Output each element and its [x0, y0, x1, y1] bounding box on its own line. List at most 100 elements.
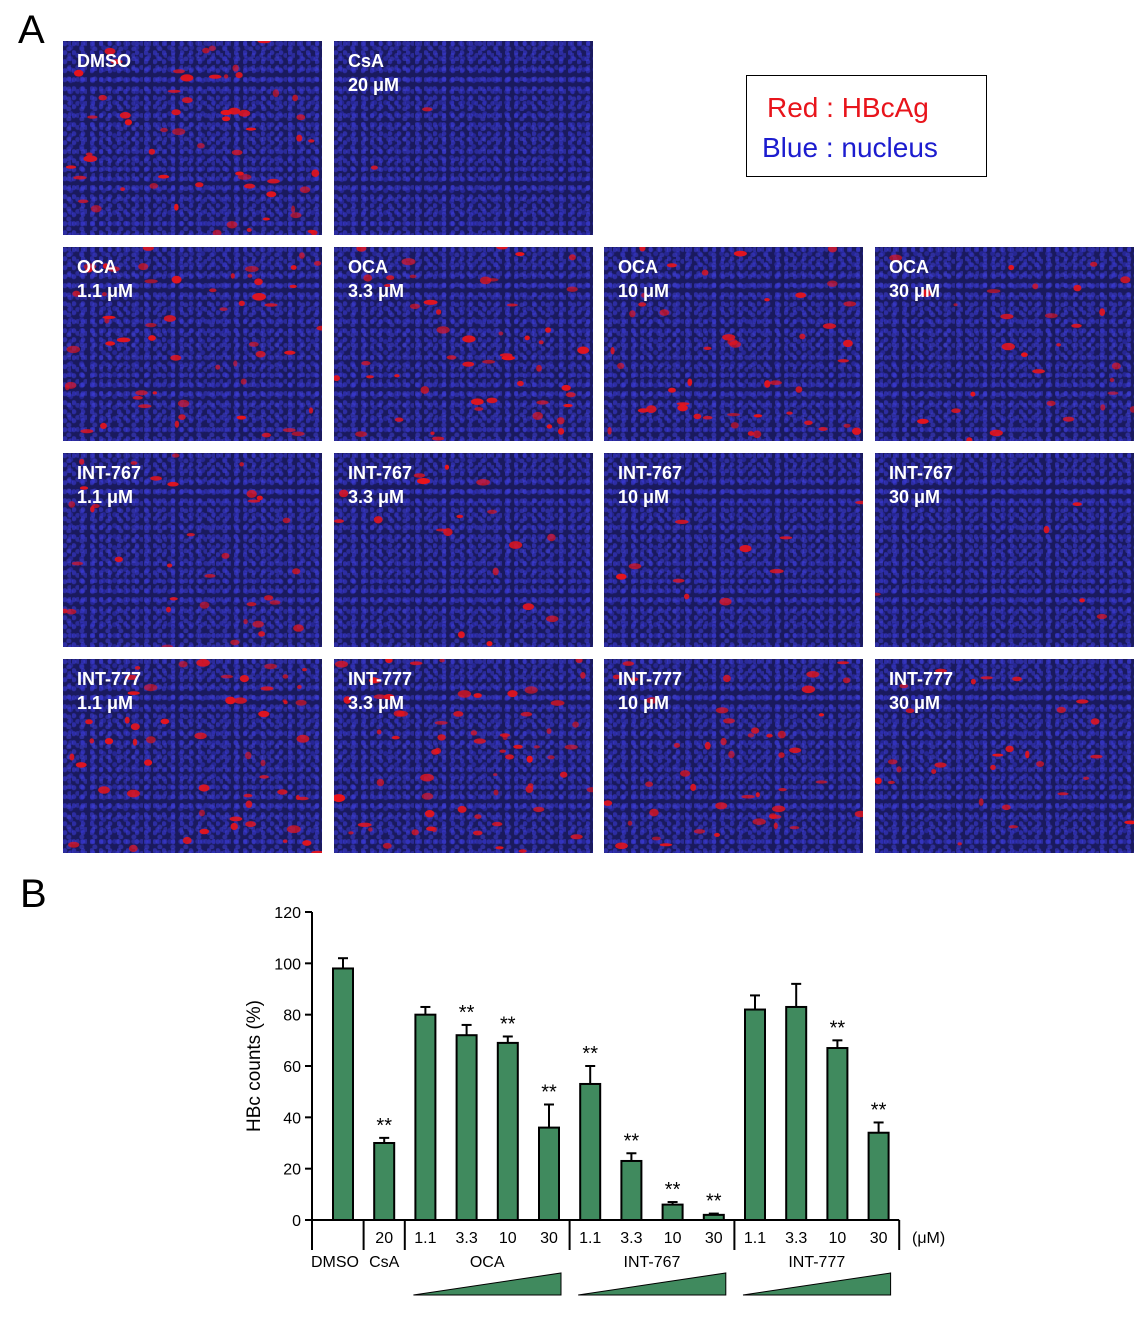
hbcag-spot: [83, 155, 98, 162]
hbcag-spot: [246, 602, 257, 607]
unit-label: (μM): [912, 1230, 945, 1247]
hbcag-spot: [506, 303, 518, 307]
hbcag-spot: [493, 789, 499, 796]
hbcag-spot: [496, 247, 508, 250]
hbcag-spot: [335, 660, 348, 668]
hbcag-spot: [436, 309, 442, 315]
hbcag-spot: [566, 286, 578, 292]
hbcag-spot: [128, 844, 138, 852]
hbcag-spot: [258, 710, 270, 718]
hbcag-spot: [1046, 400, 1056, 406]
hbcag-spot: [292, 94, 298, 102]
legend-blue: Blue : nucleus: [762, 132, 938, 163]
hbcag-spot: [282, 674, 289, 679]
hbcag-spot: [264, 663, 277, 670]
hbcag-spot: [989, 429, 1003, 437]
hbcag-spot: [198, 784, 210, 792]
significance-mark: **: [541, 1082, 557, 1104]
hbcag-spot: [533, 745, 540, 749]
bar: [414, 1013, 437, 1221]
micrograph-label: OCA 30 μM: [889, 257, 941, 301]
hbcag-spot: [69, 753, 75, 761]
hbcag-spot: [627, 820, 633, 826]
hbcag-spot: [71, 561, 84, 566]
hbcag-spot: [755, 792, 760, 798]
hbcag-spot: [470, 398, 484, 405]
hbcag-spot: [837, 359, 849, 363]
hbcag-spot: [509, 541, 523, 549]
hbcag-spot: [138, 404, 152, 409]
hbcag-spot: [646, 405, 657, 413]
hbcag-spot: [474, 814, 482, 819]
hbcag-spot: [308, 139, 315, 143]
hbcag-spot: [1107, 391, 1119, 395]
hbcag-spot: [316, 325, 322, 331]
hbcag-spot: [1005, 745, 1014, 753]
hbcag-spot: [1008, 825, 1018, 829]
hbcag-spot: [843, 339, 853, 348]
hbcag-spot: [479, 276, 492, 285]
hbcag-spot: [221, 552, 230, 559]
hbcag-spot: [231, 149, 243, 156]
significance-mark: **: [459, 1002, 475, 1024]
hbcag-spot: [114, 556, 123, 563]
hbcag-spot: [430, 431, 435, 435]
hbcag-signal: [334, 659, 593, 853]
hbcag-spot: [719, 597, 732, 606]
hbcag-spot: [87, 115, 98, 119]
hbcag-spot: [239, 462, 244, 467]
hbcag-spot: [422, 107, 433, 112]
hbcag-signal: [63, 453, 304, 647]
hbcag-spot: [289, 284, 297, 289]
dose-gradient-wedge: [413, 1272, 562, 1296]
hbcag-spot: [240, 378, 247, 385]
hbcag-spot: [182, 836, 192, 845]
hbcag-spot: [221, 116, 231, 122]
hbcag-spot: [474, 407, 484, 411]
hbcag-spot: [827, 247, 838, 253]
hbcag-spot: [125, 674, 138, 680]
bar: [579, 1082, 602, 1221]
hbcag-spot: [572, 721, 579, 728]
dose-label: 1.1: [579, 1230, 601, 1247]
hbcag-spot: [127, 691, 140, 695]
hbcag-spot: [386, 275, 395, 281]
hbcag-spot: [369, 677, 379, 684]
hbcag-spot: [107, 266, 120, 272]
hbcag-spot: [501, 355, 516, 361]
hbcag-spot: [628, 563, 642, 570]
hbcag-spot: [413, 473, 426, 478]
hbcag-spot: [167, 481, 179, 487]
hbcag-spot: [1008, 264, 1015, 271]
hbcag-spot: [431, 826, 438, 833]
hbcag-spot: [223, 74, 229, 79]
hbcag-spot: [110, 59, 123, 65]
hbcag-spot: [1056, 343, 1061, 347]
hbcag-signal: [889, 254, 1134, 441]
hbcag-spot: [437, 734, 446, 741]
hbcag-spot: [202, 47, 210, 54]
hbcag-spot: [1025, 750, 1030, 759]
hbcag-spot: [255, 350, 266, 358]
hbcag-spot: [411, 829, 419, 836]
hbcag-spot: [766, 733, 773, 738]
hbcag-signal: [65, 247, 322, 438]
hbcag-spot: [690, 783, 697, 791]
hbcag-spot: [547, 755, 555, 760]
hbcag-spot: [167, 89, 181, 93]
hbcag-spot: [226, 221, 238, 229]
hbcag-spot: [556, 417, 565, 425]
micrograph-label: OCA 10 μM: [618, 257, 670, 301]
hbcag-signal: [875, 668, 1134, 846]
hbcag-spot: [68, 841, 80, 848]
hbcag-spot: [639, 247, 646, 252]
hbcag-spot: [668, 387, 676, 393]
hbcag-spot: [169, 597, 178, 601]
hbcag-spot: [680, 770, 691, 777]
hbcag-spot: [160, 718, 170, 725]
hbcag-spot: [779, 536, 793, 540]
hbcag-spot: [1001, 342, 1015, 351]
hbcag-spot: [586, 787, 593, 793]
dose-label: 3.3: [785, 1230, 807, 1247]
hbcag-spot: [244, 266, 259, 272]
